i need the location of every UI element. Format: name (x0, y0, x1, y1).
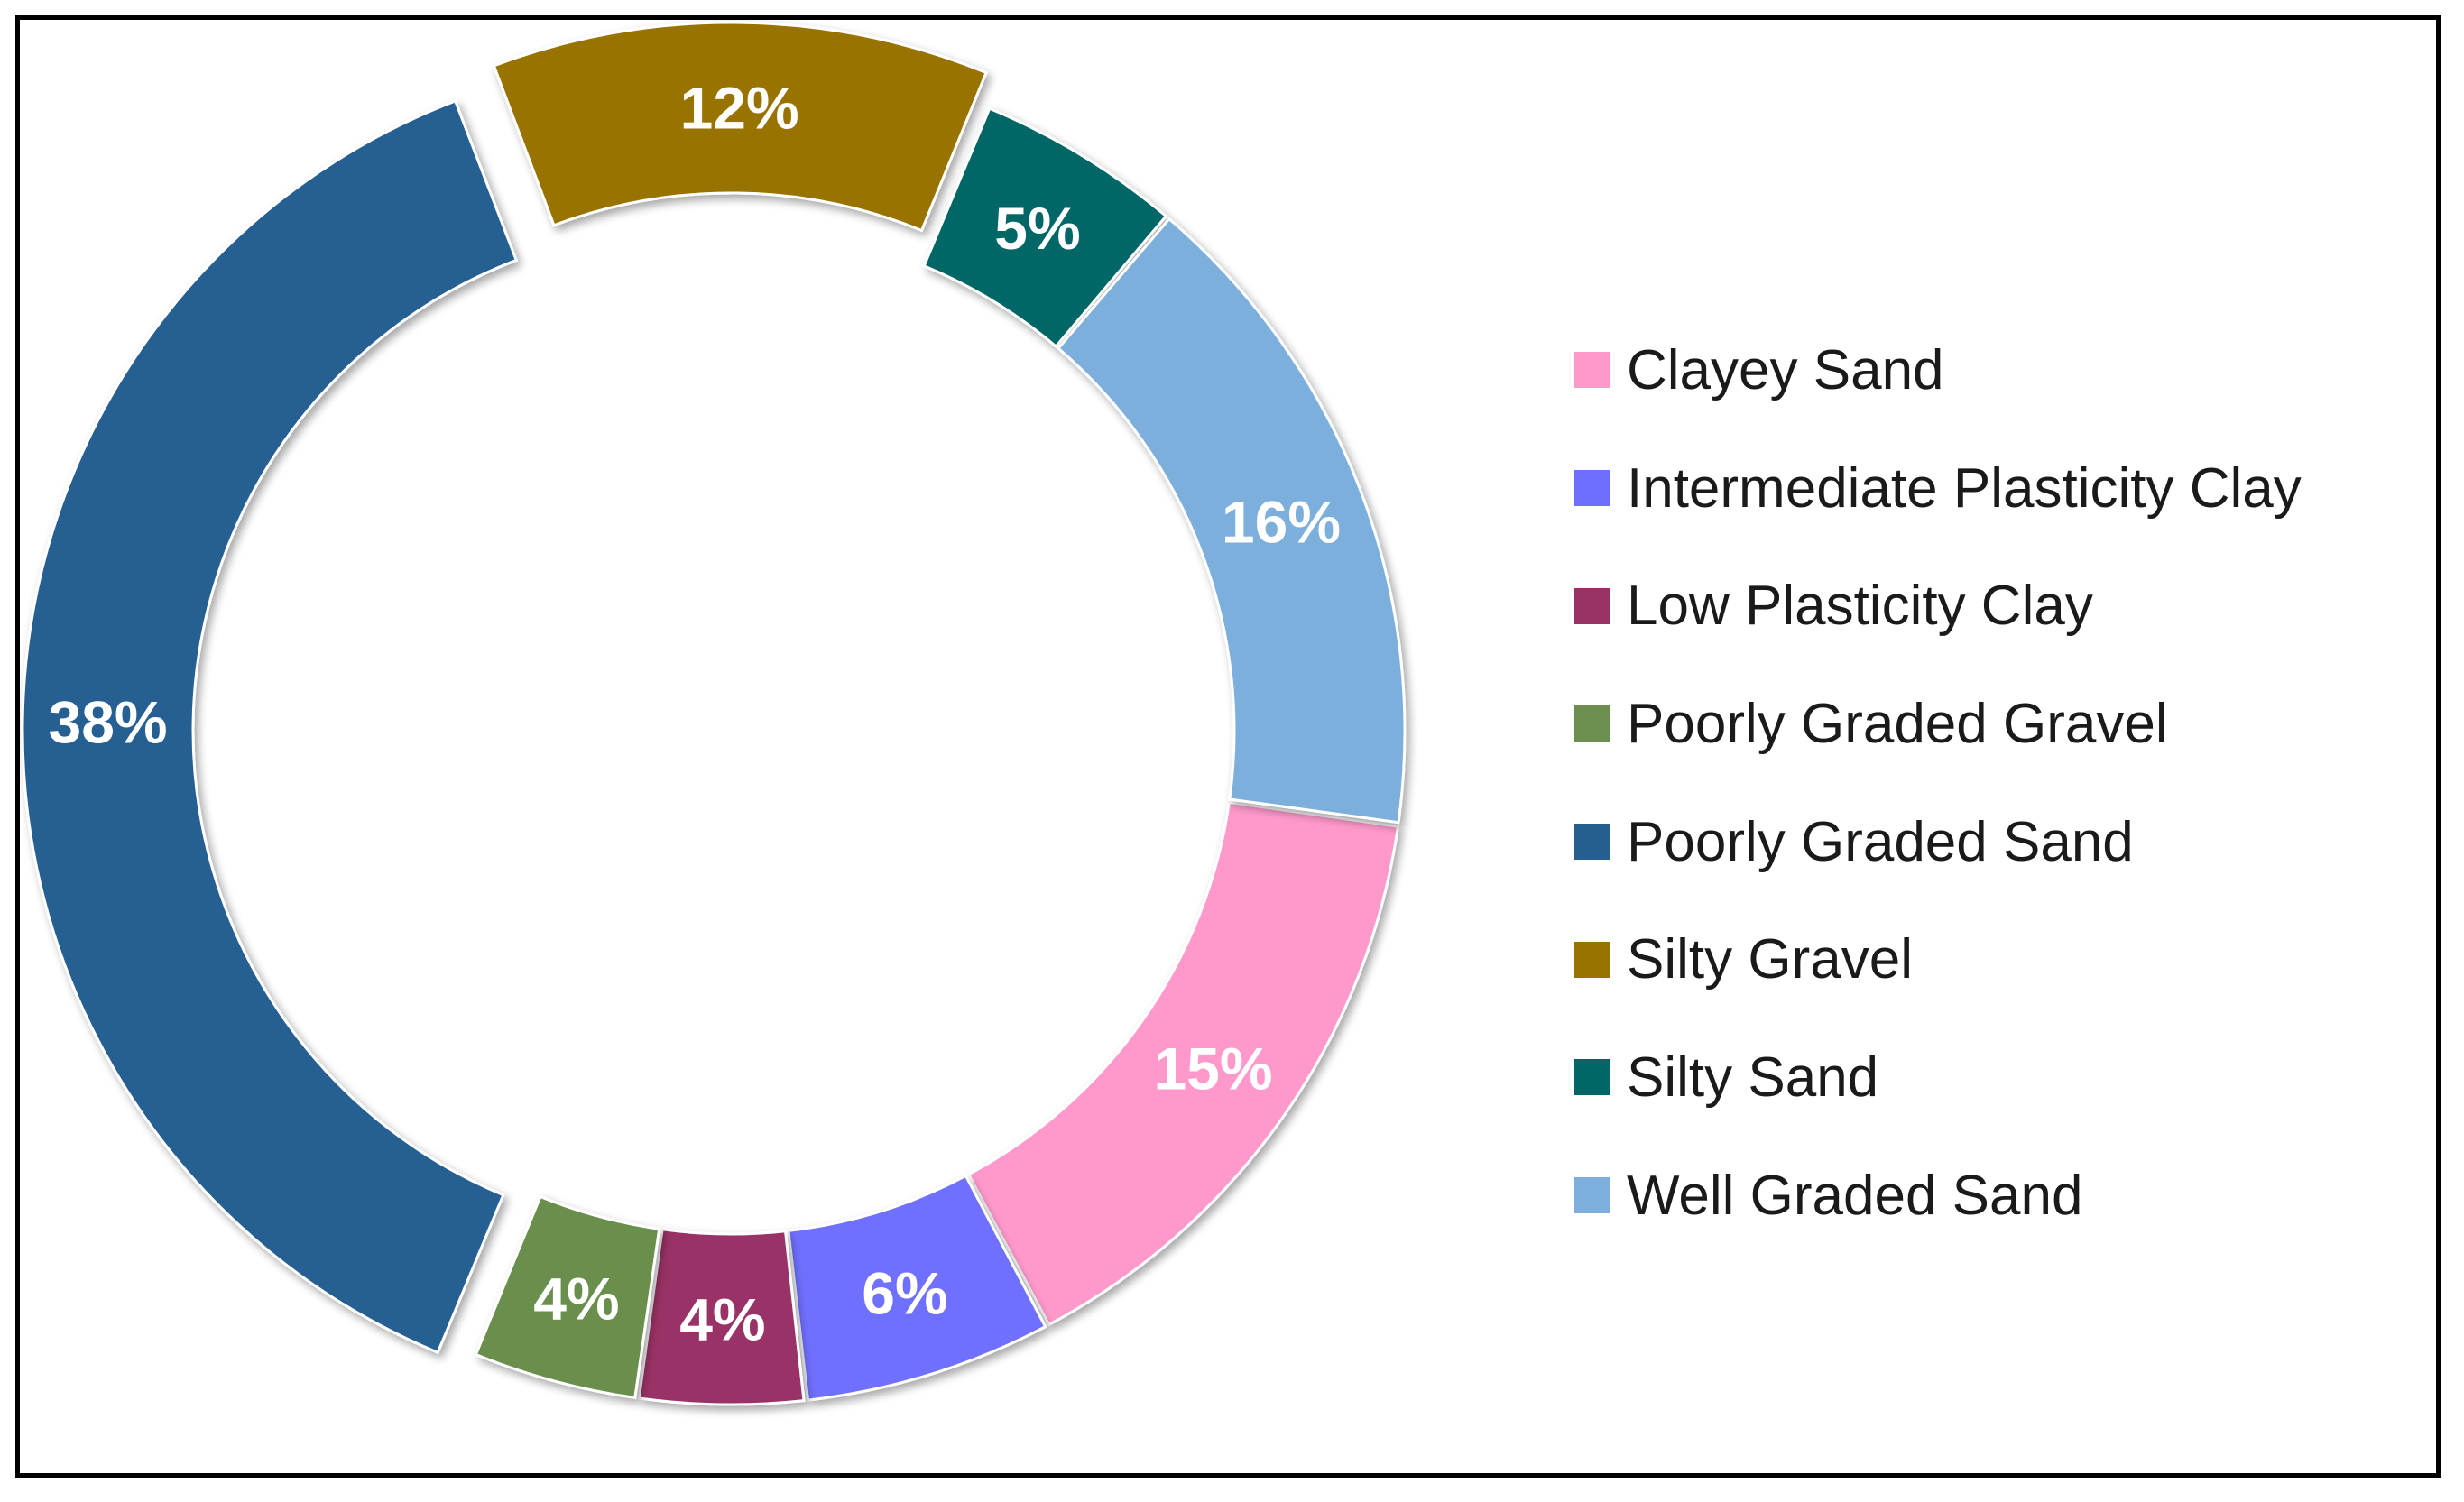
legend-item-poorly-graded-sand: Poorly Graded Sand (1574, 783, 2422, 901)
slice-clayey-sand (966, 800, 1400, 1327)
legend-swatch (1574, 941, 1610, 978)
legend-item-intermediate-plasticity-clay: Intermediate Plasticity Clay (1574, 429, 2422, 548)
legend-swatch (1574, 352, 1610, 389)
data-label-silty-gravel: 12% (680, 75, 799, 142)
legend-item-silty-gravel: Silty Gravel (1574, 900, 2422, 1018)
legend-swatch (1574, 587, 1610, 624)
data-label-poorly-graded-sand: 38% (49, 688, 168, 755)
slice-intermediate-plasticity-clay (787, 1174, 1047, 1402)
legend-item-poorly-graded-gravel: Poorly Graded Gravel (1574, 665, 2422, 783)
slice-well-graded-sand (1056, 217, 1407, 825)
legend-swatch (1574, 705, 1610, 742)
legend-swatch (1574, 824, 1610, 861)
legend-label: Intermediate Plasticity Clay (1627, 456, 2302, 520)
legend-label: Silty Gravel (1627, 928, 1913, 991)
legend-item-silty-sand: Silty Sand (1574, 1018, 2422, 1137)
legend-label: Well Graded Sand (1627, 1164, 2083, 1227)
legend-label: Low Plasticity Clay (1627, 575, 2093, 638)
slice-low-plasticity-clay (637, 1228, 806, 1406)
data-label-well-graded-sand: 16% (1222, 488, 1341, 555)
slice-silty-sand (922, 106, 1168, 349)
legend-label: Silty Sand (1627, 1046, 1879, 1109)
slice-silty-gravel (492, 21, 989, 233)
legend-swatch (1574, 1177, 1610, 1214)
data-label-poorly-graded-gravel: 4% (533, 1266, 619, 1332)
slice-poorly-graded-sand (21, 99, 519, 1355)
legend-label: Poorly Graded Gravel (1627, 692, 2168, 755)
legend-label: Clayey Sand (1627, 338, 1944, 401)
legend-swatch (1574, 470, 1610, 507)
data-label-intermediate-plasticity-clay: 6% (862, 1259, 947, 1326)
legend-item-low-plasticity-clay: Low Plasticity Clay (1574, 547, 2422, 665)
data-label-clayey-sand: 15% (1153, 1035, 1272, 1101)
data-label-silty-sand: 5% (994, 195, 1080, 262)
legend-item-clayey-sand: Clayey Sand (1574, 311, 2422, 429)
legend-item-well-graded-sand: Well Graded Sand (1574, 1137, 2422, 1255)
legend-label: Poorly Graded Sand (1627, 810, 2134, 873)
slice-poorly-graded-gravel (474, 1194, 661, 1400)
donut-data-labels: 15% 6% 4% 4% 38% 12% 5% 16% (49, 75, 1342, 1353)
legend: Clayey Sand Intermediate Plasticity Clay L… (1574, 311, 2422, 1255)
donut-slices (21, 21, 1407, 1406)
data-label-low-plasticity-clay: 4% (679, 1285, 765, 1352)
legend-swatch (1574, 1059, 1610, 1096)
